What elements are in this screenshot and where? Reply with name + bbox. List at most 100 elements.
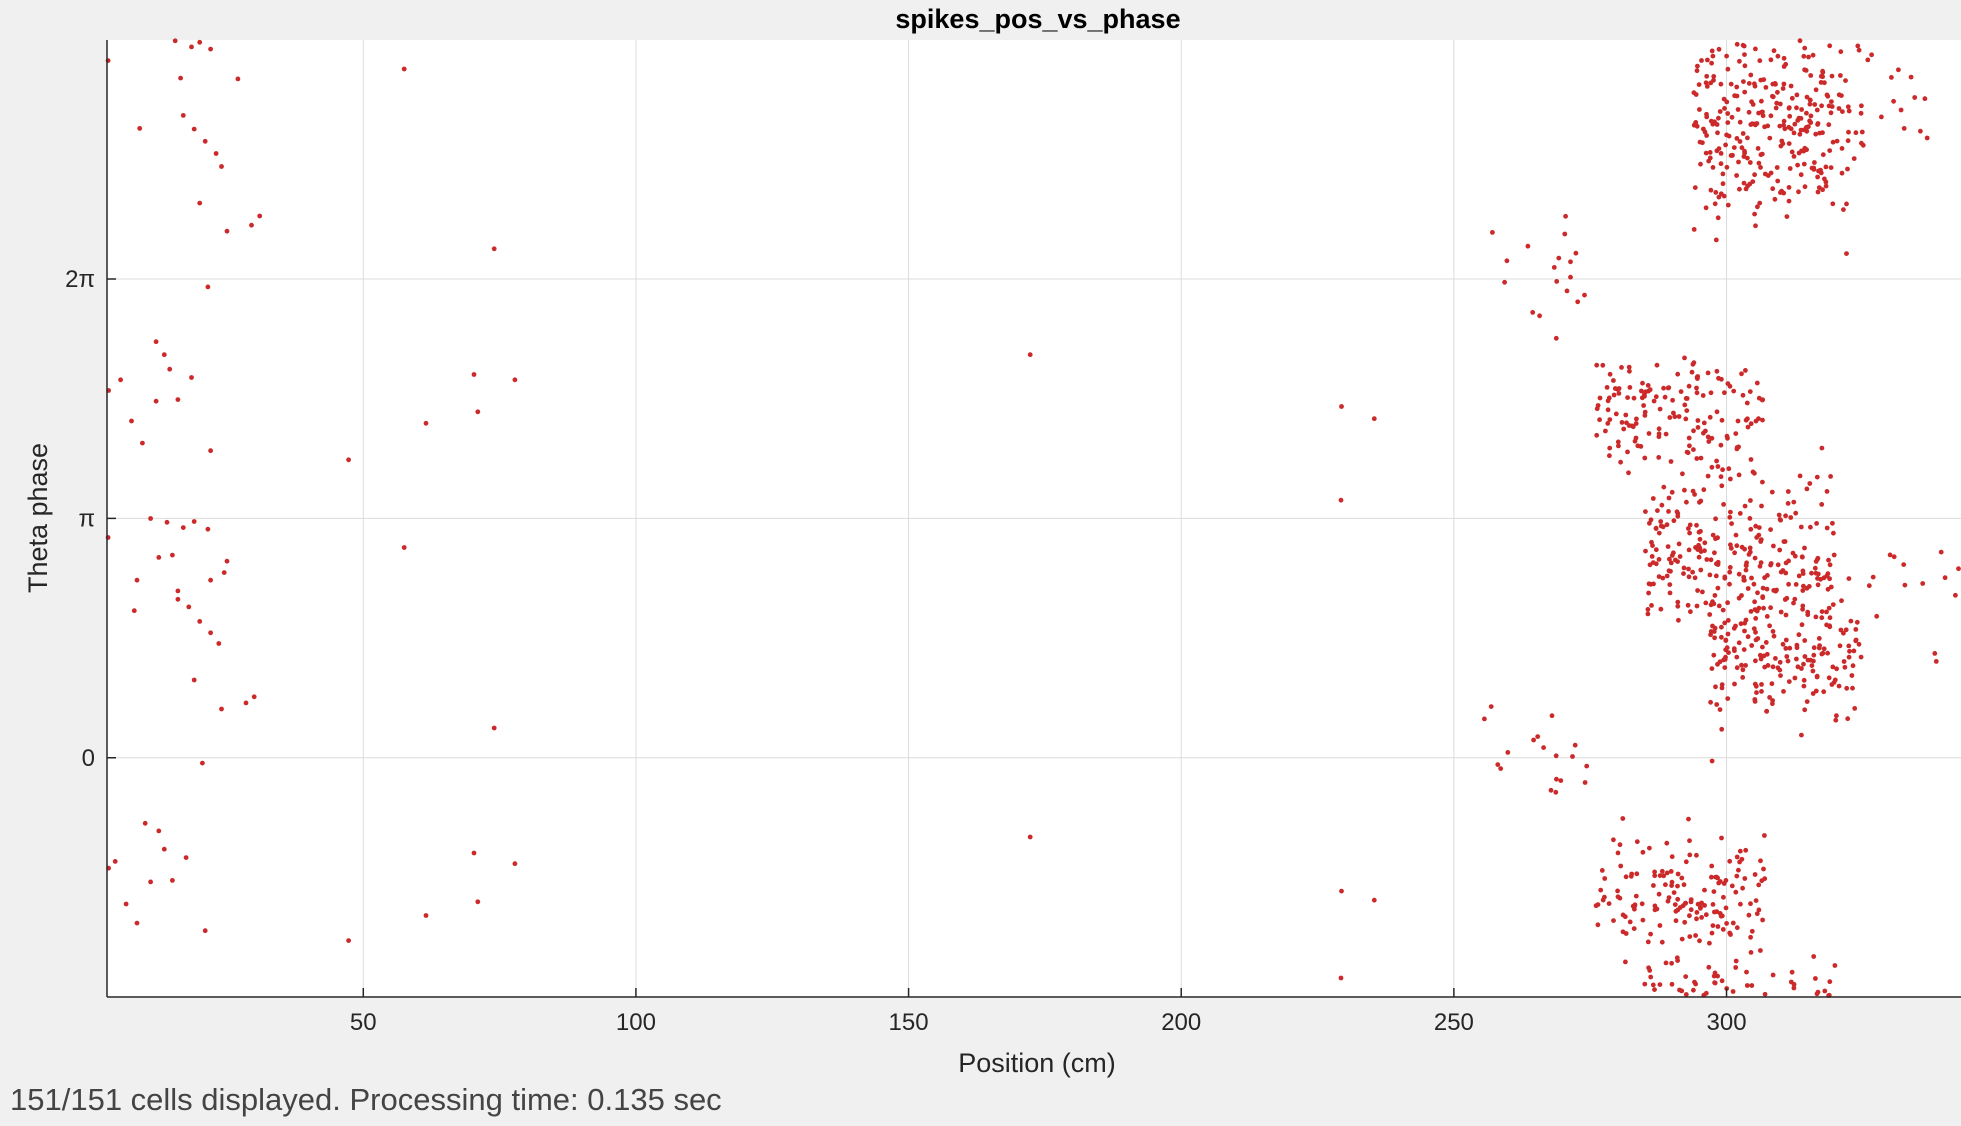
x-tick-label: 200 [1161,1009,1201,1036]
spike-point [1762,876,1768,882]
spike-point [1714,874,1719,880]
spike-point [1814,107,1820,113]
spike-point [175,596,181,602]
spike-point [1752,211,1757,217]
spike-point [1817,643,1822,648]
spike-point [1781,118,1787,124]
spike-point [1843,627,1849,633]
spike-point [1797,473,1803,479]
spike-point [224,228,230,234]
spike-point [1691,987,1696,993]
spike-point [1653,561,1659,567]
spike-point [1854,619,1860,625]
spike-point [1787,166,1793,171]
spike-point [1640,380,1645,386]
spike-point [1762,833,1767,838]
spike-point [1650,982,1656,988]
spike-point [1762,124,1767,130]
spike-point [1734,654,1740,660]
spike-point [1643,389,1649,395]
spike-point [1611,378,1616,383]
spike-point [1783,637,1789,643]
spike-point [1834,666,1839,672]
spike-point [1673,918,1679,924]
spike-point [1846,576,1852,581]
spike-point [1620,816,1626,821]
spike-point [1618,863,1624,869]
spike-point [1745,135,1750,141]
spike-point [1757,58,1763,64]
spike-point [1768,605,1773,611]
spike-point [178,75,184,81]
spike-point [1667,582,1673,587]
spike-point [1830,139,1836,145]
spike-point [1729,521,1734,526]
spike-point [1736,472,1742,478]
spike-point [1855,43,1861,49]
x-tick-label: 100 [616,1009,656,1036]
spike-point [170,552,175,558]
spike-point [1743,663,1748,668]
spike-point [1634,871,1640,877]
spike-point [1786,198,1792,204]
spike-point [1752,470,1757,476]
spike-point [346,457,351,463]
spike-point [205,284,211,290]
spike-point [1697,938,1702,944]
spike-point [1720,171,1726,177]
spike-point [1682,919,1688,925]
spike-point [1777,667,1783,673]
spike-point [1711,973,1717,979]
spike-point [1812,102,1818,107]
spike-point [1834,713,1839,719]
spike-point [1758,165,1763,170]
spike-point [1748,950,1754,955]
spike-point [1764,586,1770,592]
spike-point [1723,905,1729,911]
spike-point [1733,958,1739,964]
spike-point [1768,57,1774,63]
spike-point [1826,675,1832,681]
spike-point [1826,605,1832,611]
spike-point [1733,431,1739,436]
spike-point [1627,368,1632,374]
spike-point [1692,979,1697,985]
spike-point [1727,581,1732,587]
spike-point [1768,527,1773,532]
spike-point [1869,52,1874,58]
spike-point [1717,707,1723,712]
spike-point [1666,495,1672,501]
spike-point [1695,418,1701,423]
spike-point [183,855,189,860]
spike-point [1605,407,1611,413]
spike-point [1825,586,1831,592]
spike-point [1727,569,1733,575]
y-tick-label: π [78,505,95,532]
spike-point [219,706,224,712]
spike-point [1822,80,1827,86]
spike-point [1653,525,1659,531]
spike-point [1694,910,1700,915]
spike-point [1753,637,1759,643]
spike-point [1938,549,1944,555]
spike-point [1824,489,1830,494]
spike-point [1798,524,1804,530]
spike-point [1774,165,1780,170]
spike-point [1621,426,1627,432]
spike-point [1801,683,1807,689]
spike-point [1683,974,1689,979]
spike-point [1729,114,1735,120]
spike-point [1656,557,1662,562]
spike-point [1924,135,1930,141]
spike-point [1657,982,1663,987]
spike-point [1859,129,1865,135]
spike-point [1651,581,1656,587]
spike-point [1752,555,1758,561]
spike-point [1719,978,1725,984]
spike-point [134,920,140,926]
spike-point [1820,152,1826,158]
spike-point [1786,679,1792,684]
spike-point [1749,928,1755,934]
spike-point [1777,659,1783,665]
spike-point [1783,560,1789,566]
